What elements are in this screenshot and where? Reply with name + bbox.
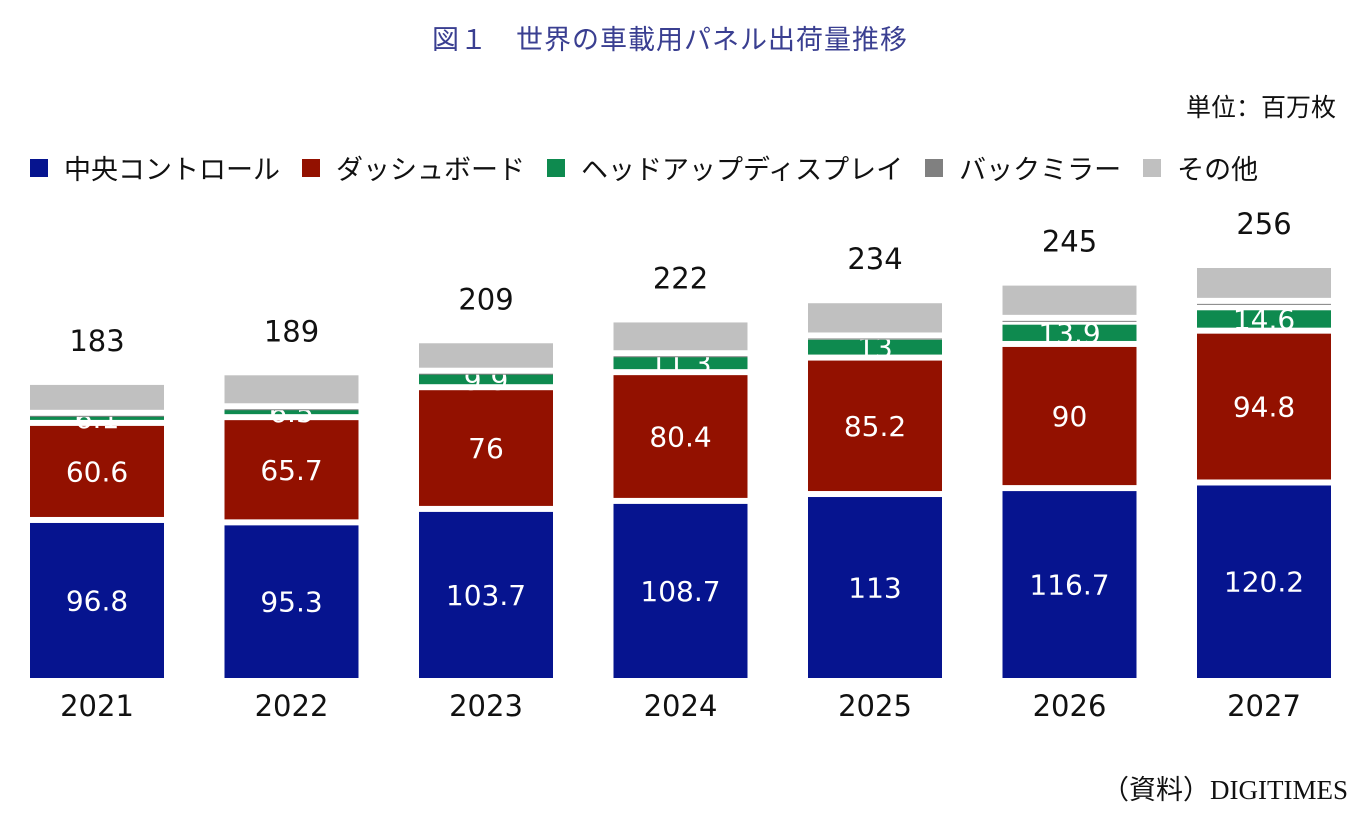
bar-segment bbox=[1197, 303, 1331, 305]
unit-label: 単位：百万枚 bbox=[1185, 93, 1336, 122]
segment-value-label: 96.8 bbox=[66, 584, 128, 617]
chart-title: 図１ 世界の車載用パネル出荷量推移 bbox=[432, 25, 908, 56]
segment-value-label: 90 bbox=[1052, 400, 1088, 433]
bar-segment bbox=[613, 503, 748, 678]
bar-segment bbox=[1197, 485, 1331, 678]
bar-segment bbox=[808, 303, 942, 333]
segment-value-label: 76 bbox=[468, 432, 504, 465]
legend-label: 中央コントロール bbox=[64, 155, 280, 186]
bar-segment bbox=[808, 497, 942, 678]
bar-segment bbox=[419, 343, 553, 368]
legend-item-other: その他 bbox=[1143, 148, 1258, 187]
bar-segment bbox=[30, 416, 164, 420]
legend-item-rearview-mirror: バックミラー bbox=[925, 148, 1121, 187]
legend-swatch bbox=[302, 158, 320, 177]
legend-label: ダッシュボード bbox=[336, 155, 525, 186]
bar-segment bbox=[1002, 491, 1137, 678]
bar-segment bbox=[808, 360, 942, 492]
segment-value-label: 94.8 bbox=[1233, 391, 1295, 424]
bar-segment bbox=[1197, 268, 1331, 298]
segment-value-label: 120.2 bbox=[1224, 566, 1304, 599]
bar-segment bbox=[224, 375, 359, 404]
bar-segment bbox=[1002, 324, 1137, 341]
segment-value-label: 80.4 bbox=[649, 421, 711, 454]
x-tick-label: 2024 bbox=[644, 689, 718, 723]
segment-value-label: 95.3 bbox=[260, 586, 322, 619]
segment-value-label: 60.6 bbox=[66, 455, 128, 488]
legend-label: バックミラー bbox=[959, 155, 1122, 186]
legend-item-center-control: 中央コントロール bbox=[30, 148, 280, 187]
bar-segment bbox=[224, 525, 359, 678]
bar-segment bbox=[224, 409, 359, 415]
segment-value-label: 11.3 bbox=[649, 347, 711, 380]
legend-swatch bbox=[925, 158, 944, 177]
bar-segment bbox=[1197, 333, 1331, 480]
bar-segment bbox=[613, 356, 748, 358]
segment-value-label: 103.7 bbox=[446, 579, 526, 612]
total-value-label: 256 bbox=[1236, 207, 1291, 241]
segment-value-label: 113 bbox=[848, 572, 901, 605]
bar-segment bbox=[613, 357, 748, 370]
total-value-label: 189 bbox=[264, 314, 319, 348]
x-tick-label: 2025 bbox=[838, 689, 912, 723]
x-tick-label: 2022 bbox=[255, 689, 329, 723]
bar-segment bbox=[30, 522, 164, 678]
bar-segment bbox=[808, 339, 942, 355]
x-tick-label: 2021 bbox=[60, 689, 134, 723]
bar-segment bbox=[419, 390, 553, 506]
bar-segment bbox=[419, 373, 553, 375]
x-tick-label: 2027 bbox=[1227, 689, 1301, 723]
legend-label: ヘッドアップディスプレイ bbox=[581, 155, 904, 186]
total-value-label: 209 bbox=[458, 282, 513, 316]
segment-value-label: 108.7 bbox=[640, 575, 720, 608]
bar-segment bbox=[419, 374, 553, 385]
x-tick-label: 2023 bbox=[449, 689, 523, 723]
bar-segment bbox=[1002, 320, 1137, 322]
segment-value-label: 116.7 bbox=[1029, 569, 1109, 602]
legend: 中央コントロール ダッシュボード ヘッドアップディスプレイ バックミラー その他 bbox=[30, 148, 1280, 187]
bar-segment bbox=[1197, 310, 1331, 328]
bar-segment bbox=[1002, 346, 1137, 486]
bar-segment bbox=[224, 409, 359, 411]
bar-segment bbox=[30, 384, 164, 410]
legend-item-hud: ヘッドアップディスプレイ bbox=[547, 148, 903, 187]
legend-item-dashboard: ダッシュボード bbox=[302, 148, 525, 187]
total-value-label: 183 bbox=[69, 324, 124, 358]
total-value-label: 234 bbox=[847, 242, 902, 276]
bar-segment bbox=[1002, 285, 1137, 315]
bar-segment bbox=[613, 322, 748, 351]
legend-swatch bbox=[30, 158, 48, 177]
segment-value-label: 14.6 bbox=[1233, 303, 1295, 336]
segment-value-label: 13 bbox=[857, 331, 893, 364]
bar-segment bbox=[808, 338, 942, 340]
legend-swatch bbox=[1143, 158, 1162, 177]
bar-segment bbox=[613, 375, 748, 498]
bar-segment bbox=[30, 425, 164, 517]
segment-value-label: 13.9 bbox=[1038, 317, 1100, 350]
segment-value-label: 9.9 bbox=[464, 363, 509, 396]
bar-segment bbox=[30, 415, 164, 417]
bar-segment bbox=[419, 511, 553, 678]
legend-label: その他 bbox=[1177, 155, 1259, 186]
legend-swatch bbox=[547, 158, 565, 177]
segment-value-label: 85.2 bbox=[844, 410, 906, 443]
segment-value-label: 65.7 bbox=[260, 454, 322, 487]
bar-segment bbox=[224, 420, 359, 520]
total-value-label: 245 bbox=[1042, 225, 1097, 259]
x-tick-label: 2026 bbox=[1033, 689, 1107, 723]
source-note: （資料）DIGITIMES bbox=[1102, 775, 1348, 805]
total-value-label: 222 bbox=[653, 261, 708, 295]
